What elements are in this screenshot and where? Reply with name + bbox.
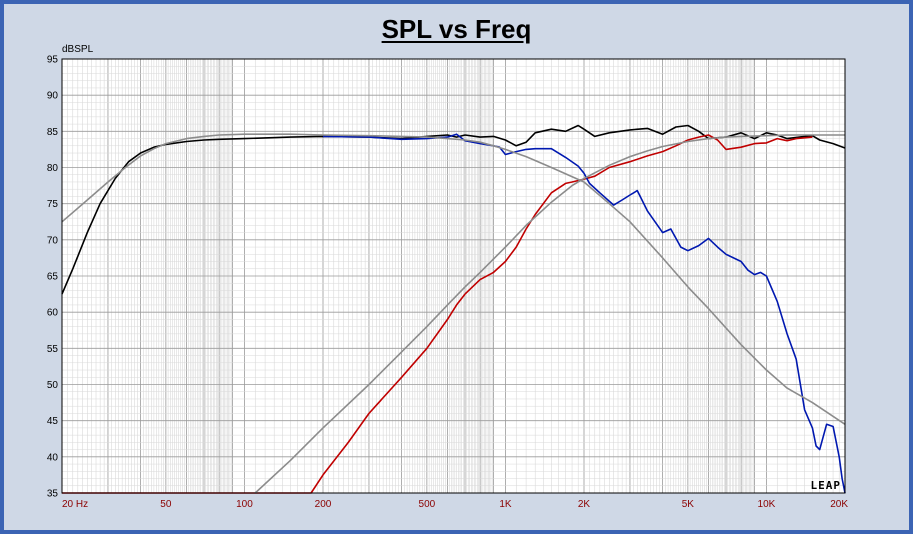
series-line-4 xyxy=(61,133,846,425)
y-axis-label: dBSPL xyxy=(62,44,94,55)
leap-logo: LEAP xyxy=(811,479,842,492)
chart-title: SPL vs Freq xyxy=(381,14,532,44)
x-tick-label: 2K xyxy=(578,499,591,510)
x-tick-label: 1K xyxy=(499,499,512,510)
y-tick-label: 35 xyxy=(47,489,59,500)
y-tick-label: 95 xyxy=(47,55,59,66)
y-tick-label: 80 xyxy=(47,163,59,174)
plot-border xyxy=(61,58,846,494)
x-tick-label: 20K xyxy=(830,499,848,510)
y-tick-label: 60 xyxy=(47,308,59,319)
x-tick-label: 20 Hz xyxy=(62,499,88,510)
x-tick-label: 200 xyxy=(315,499,332,510)
y-tick-label: 85 xyxy=(47,127,59,138)
x-tick-label: 50 xyxy=(160,499,172,510)
y-tick-label: 70 xyxy=(47,235,59,246)
series-line-5 xyxy=(254,134,845,494)
y-tick-label: 40 xyxy=(47,452,59,463)
y-tick-label: 75 xyxy=(47,199,59,210)
x-tick-label: 5K xyxy=(682,499,695,510)
y-tick-label: 90 xyxy=(47,91,59,102)
y-tick-label: 55 xyxy=(47,344,59,355)
y-tick-label: 45 xyxy=(47,416,59,427)
x-tick-label: 10K xyxy=(758,499,776,510)
y-tick-label: 65 xyxy=(47,272,59,283)
y-tick-label: 50 xyxy=(47,380,59,391)
x-tick-label: 100 xyxy=(236,499,253,510)
x-tick-label: 500 xyxy=(419,499,436,510)
